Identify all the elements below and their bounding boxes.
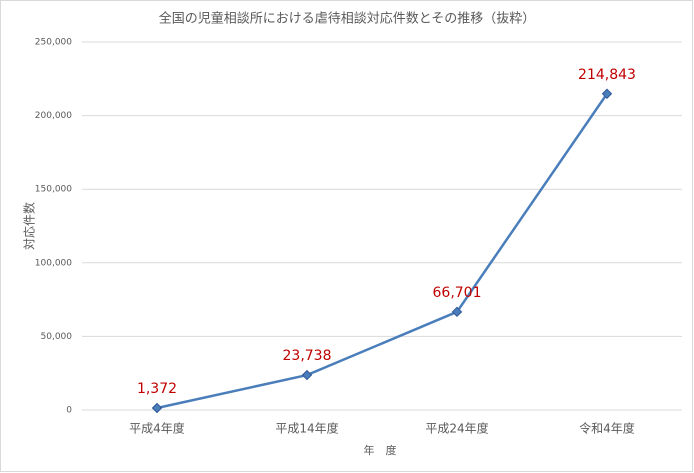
y-axis-label: 対応件数 [22,202,37,250]
point [601,88,613,99]
y-tick-label: 50,000 [41,332,73,342]
y-tick-label: 200,000 [35,111,72,121]
point [451,306,463,318]
y-tick-label: 250,000 [35,38,72,48]
x-tick-label: 平成24年度 [425,421,488,436]
data-label: 214,843 [578,67,636,83]
y-tick-label: 0 [66,406,72,416]
data-label: 66,701 [433,285,482,301]
x-tick-label: 令和4年度 [579,421,635,436]
x-tick-label: 平成14年度 [275,421,338,436]
y-tick-label: 150,000 [35,185,72,195]
y-tick-label: 100,000 [35,258,72,268]
x-tick-label: 平成4年度 [129,421,185,436]
point [301,369,313,381]
point [151,402,163,414]
x-axis-label: 年 度 [364,443,397,457]
line [156,93,609,410]
chart-title: 全国の児童相談所における虐待相談対応件数とその推移（抜粋） [159,11,536,27]
data-label: 1,372 [137,381,177,397]
data-label: 23,738 [283,348,332,364]
